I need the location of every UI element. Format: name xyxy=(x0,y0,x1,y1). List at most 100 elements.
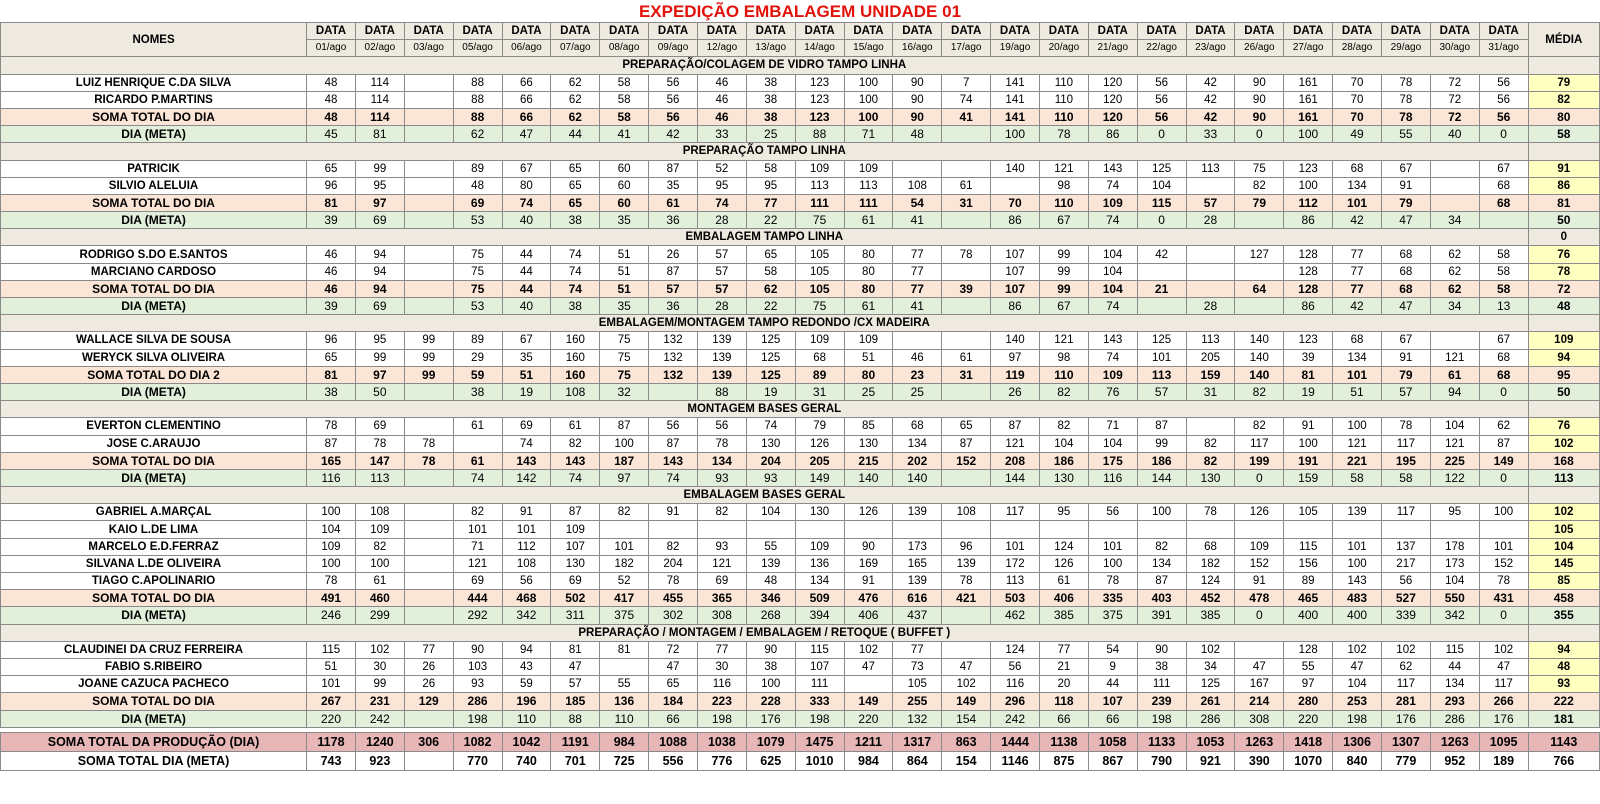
value-cell: 78 xyxy=(403,451,454,470)
value-cell: 121 xyxy=(1429,434,1480,453)
value-cell: 46 xyxy=(892,348,943,367)
value-cell: 54 xyxy=(892,193,943,213)
value-cell: 91 xyxy=(1380,176,1431,195)
value-cell: 38 xyxy=(745,657,796,677)
row-name: SILVANA L.DE OLIVEIRA xyxy=(0,554,308,574)
value-cell: 195 xyxy=(1380,451,1431,470)
column-header-data: DATA xyxy=(745,21,796,41)
value-cell: 47 xyxy=(1234,657,1285,677)
value-cell: 79 xyxy=(1380,193,1431,213)
value-cell: 44 xyxy=(1087,675,1138,694)
value-cell: 184 xyxy=(648,692,698,711)
value-cell: 65 xyxy=(648,675,698,694)
value-cell: 114 xyxy=(354,73,405,92)
value-cell: 87 xyxy=(990,417,1040,436)
value-cell: 116 xyxy=(1087,468,1138,488)
value-cell: 100 xyxy=(1283,434,1334,453)
value-cell: 100 xyxy=(1478,503,1529,522)
value-cell: 41 xyxy=(941,107,992,127)
value-cell: 1306 xyxy=(1332,731,1382,752)
value-cell: 87 xyxy=(648,159,698,178)
section-title: EMBALAGEM/MONTAGEM TAMPO REDONDO /CX MAD… xyxy=(0,314,1529,333)
value-cell xyxy=(403,606,454,625)
value-cell: 105 xyxy=(794,279,845,299)
value-cell: 31 xyxy=(794,382,845,402)
value-cell: 61 xyxy=(843,211,894,230)
value-cell: 68 xyxy=(1380,262,1431,281)
value-cell: 81 xyxy=(599,640,650,659)
value-cell: 74 xyxy=(745,417,796,436)
value-cell: 205 xyxy=(794,451,845,470)
value-cell: 80 xyxy=(843,262,894,281)
value-cell: 984 xyxy=(599,731,650,752)
value-cell: 74 xyxy=(501,434,552,453)
value-cell: 104 xyxy=(1087,245,1138,264)
value-cell: 111 xyxy=(1136,675,1187,694)
value-cell xyxy=(1380,520,1431,539)
value-cell: 214 xyxy=(1234,692,1285,711)
value-cell: 302 xyxy=(648,606,698,625)
section-extra: 0 xyxy=(1527,228,1600,247)
value-cell: 51 xyxy=(843,348,894,367)
value-cell: 40 xyxy=(501,296,552,316)
value-cell: 59 xyxy=(452,365,503,384)
value-cell: 89 xyxy=(794,365,845,384)
value-cell: 123 xyxy=(794,107,845,127)
value-cell: 154 xyxy=(941,709,992,728)
row-name: MARCIANO CARDOSO xyxy=(0,262,308,281)
media-cell: 102 xyxy=(1527,434,1600,453)
value-cell: 80 xyxy=(501,176,552,195)
value-cell: 66 xyxy=(1087,709,1138,728)
value-cell: 339 xyxy=(1380,606,1431,625)
value-cell: 60 xyxy=(599,159,650,178)
value-cell: 89 xyxy=(452,331,503,350)
value-cell: 67 xyxy=(1380,159,1431,178)
value-cell: 923 xyxy=(354,750,405,771)
value-cell: 134 xyxy=(794,571,845,591)
value-cell: 113 xyxy=(1185,331,1236,350)
row-meta: DIA (META) 220 242 198 110 88 110 66 198 176 198 22… xyxy=(0,709,1600,728)
value-cell: 452 xyxy=(1185,589,1236,608)
value-cell: 38 xyxy=(745,107,796,127)
value-cell: 75 xyxy=(794,211,845,230)
value-cell: 99 xyxy=(354,159,405,178)
value-cell: 77 xyxy=(892,640,943,659)
value-cell: 95 xyxy=(354,331,405,350)
value-cell: 185 xyxy=(550,692,601,711)
value-cell: 161 xyxy=(1283,107,1334,127)
row-meta: DIA (META) 39 69 53 40 38 35 36 28 22 75 61 41 86 67 74… xyxy=(0,211,1600,230)
value-cell: 62 xyxy=(1429,279,1480,299)
value-cell: 462 xyxy=(990,606,1040,625)
row-name: EVERTON CLEMENTINO xyxy=(0,417,308,436)
value-cell xyxy=(1136,520,1187,539)
section-title: MONTAGEM BASES GERAL xyxy=(0,400,1529,419)
media-cell: 91 xyxy=(1527,159,1600,178)
value-cell: 491 xyxy=(306,589,356,608)
value-cell xyxy=(403,520,454,539)
value-cell: 375 xyxy=(599,606,650,625)
value-cell: 140 xyxy=(990,331,1040,350)
value-cell xyxy=(403,382,454,402)
value-cell: 198 xyxy=(1332,709,1382,728)
value-cell xyxy=(1234,520,1285,539)
value-cell: 99 xyxy=(1038,262,1089,281)
media-cell: 102 xyxy=(1527,503,1600,522)
value-cell: 202 xyxy=(892,451,943,470)
value-cell: 178 xyxy=(1429,537,1480,556)
value-cell: 140 xyxy=(990,159,1040,178)
value-cell: 58 xyxy=(599,90,650,109)
row-pessoa: JOSE C.ARAUJO 87 78 78 74 82 100 87 78 130 126 130 1… xyxy=(0,434,1600,453)
value-cell: 132 xyxy=(648,348,698,367)
row-name: DIA (META) xyxy=(0,468,308,488)
value-cell: 154 xyxy=(941,750,992,771)
value-cell: 186 xyxy=(1038,451,1089,470)
row-name: SOMA TOTAL DO DIA xyxy=(0,589,308,608)
value-cell: 48 xyxy=(306,90,356,109)
value-cell: 46 xyxy=(696,73,747,92)
column-header-data: DATA xyxy=(1283,21,1334,41)
value-cell: 99 xyxy=(403,365,454,384)
column-header-date: 17/ago xyxy=(941,39,992,58)
media-cell: 168 xyxy=(1527,451,1600,470)
value-cell: 266 xyxy=(1478,692,1529,711)
value-cell: 34 xyxy=(1429,211,1480,230)
